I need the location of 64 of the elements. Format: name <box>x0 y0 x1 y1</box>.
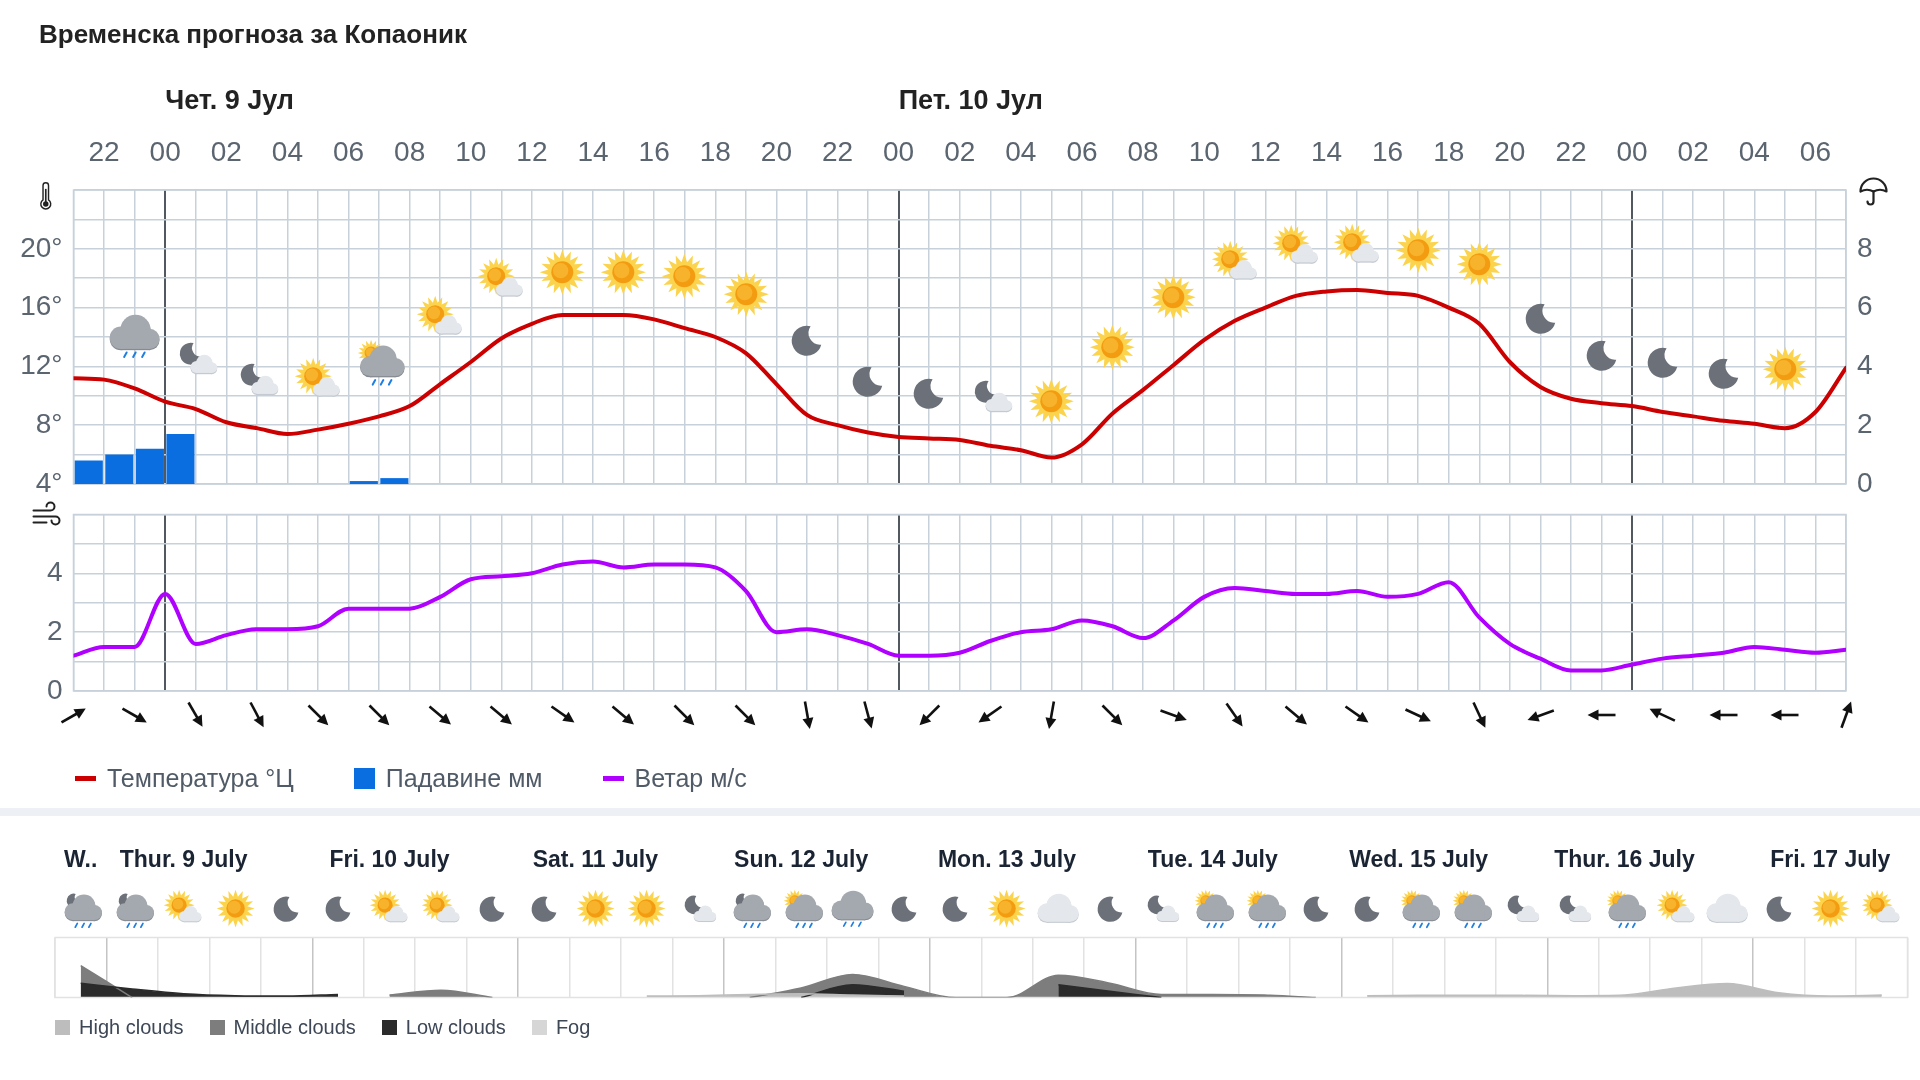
y-tick-label: 8° <box>35 407 63 439</box>
x-tick-label: 04 <box>1005 135 1037 167</box>
x-tick-label: Fri. 17 July <box>1770 846 1891 873</box>
x-tick-label: 02 <box>1677 135 1709 167</box>
line-series <box>73 287 1846 460</box>
text: Чет. 9 Јул <box>165 85 295 116</box>
y-tick-label: 2 <box>46 614 63 646</box>
y2-tick-label: 4 <box>1857 349 1873 381</box>
x-tick-label: 12 <box>516 135 548 167</box>
x-tick-label: 10 <box>455 135 487 167</box>
x-tick-label: 02 <box>210 135 242 167</box>
x-tick-label: 06 <box>1066 135 1098 167</box>
x-tick-label: 10 <box>1188 135 1220 167</box>
x-tick-label: Mon. 13 July <box>937 846 1077 873</box>
y-tick-label: 12° <box>20 349 63 381</box>
y2-tick-label: 0 <box>1857 466 1873 498</box>
x-tick-label: 04 <box>1738 135 1770 167</box>
line-series <box>73 559 1846 673</box>
legend-label: High clouds <box>79 1015 184 1039</box>
y-tick-label: 4° <box>35 466 63 498</box>
x-tick-label: 00 <box>1616 135 1648 167</box>
x-tick-label: 06 <box>332 135 365 167</box>
x-tick-label: Wed. 15 July <box>1349 846 1489 873</box>
y-tick-label: 20° <box>20 231 63 263</box>
x-tick-label: 18 <box>699 135 731 167</box>
x-tick-label: 00 <box>883 135 915 167</box>
x-tick-label: 08 <box>394 135 426 167</box>
x-tick-label: 08 <box>1127 135 1159 167</box>
legend-label: Температура °Ц <box>107 763 294 793</box>
text: Пет. 10 Јул <box>898 85 1043 116</box>
x-tick-label: 18 <box>1433 135 1465 167</box>
x-tick-label: 00 <box>149 135 181 167</box>
x-tick-label: Fri. 10 July <box>329 846 450 873</box>
legend-label: Ветар м/с <box>634 763 747 793</box>
x-tick-label: 22 <box>1555 135 1587 167</box>
x-tick-label: 16 <box>638 135 670 167</box>
x-tick-label: 06 <box>1799 135 1832 167</box>
x-tick-label: 02 <box>944 135 976 167</box>
x-tick-label: 12 <box>1249 135 1281 167</box>
x-tick-label: 20 <box>1494 135 1526 167</box>
x-tick-label: 22 <box>821 135 854 167</box>
x-tick-label: Sat. 11 July <box>532 846 659 873</box>
x-tick-label: Sun. 12 July <box>734 846 869 873</box>
x-tick-label: 14 <box>577 135 609 167</box>
x-tick-label: 16 <box>1372 135 1404 167</box>
chart-title: Временска прогноза за Копаоник <box>39 18 467 50</box>
x-tick-label: Thur. 9 July <box>119 846 248 873</box>
x-tick-label: Thur. 16 July <box>1554 846 1695 873</box>
y2-tick-label: 6 <box>1857 290 1873 322</box>
legend-label: Middle clouds <box>233 1015 356 1039</box>
x-tick-label: 14 <box>1310 135 1343 167</box>
x-tick-label: Tue. 14 July <box>1147 846 1278 873</box>
y2-tick-label: 8 <box>1857 231 1873 263</box>
x-tick-label: W.. <box>64 846 98 873</box>
x-tick-label: 20 <box>760 135 792 167</box>
legend-label: Fog <box>555 1015 591 1039</box>
y2-tick-label: 2 <box>1857 407 1873 439</box>
y-tick-label: 4 <box>46 556 63 588</box>
legend-label: Low clouds <box>405 1015 506 1039</box>
x-tick-label: 04 <box>271 135 303 167</box>
y-tick-label: 16° <box>20 290 63 322</box>
y-tick-label: 0 <box>46 673 63 705</box>
x-tick-label: 22 <box>88 135 120 167</box>
legend-label: Падавине мм <box>385 763 543 793</box>
